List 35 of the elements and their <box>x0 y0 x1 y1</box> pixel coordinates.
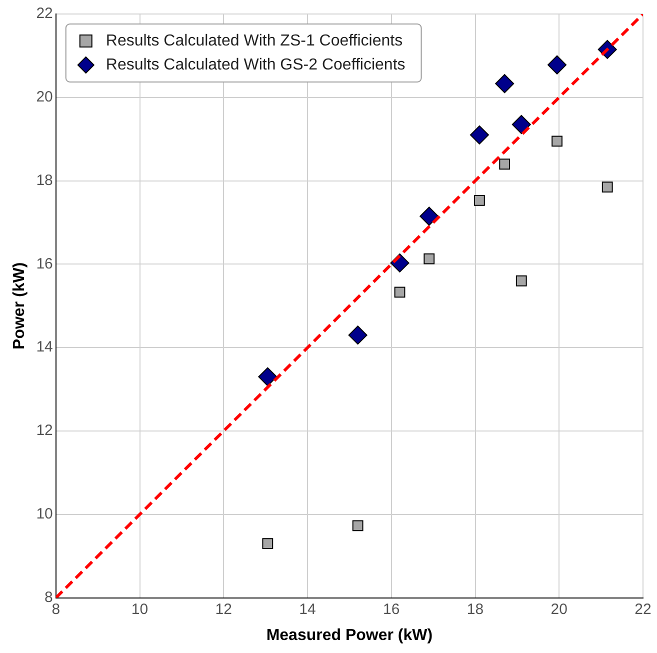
point <box>552 136 562 147</box>
point <box>512 115 531 134</box>
point <box>474 194 485 206</box>
point <box>499 158 510 170</box>
point <box>548 55 567 74</box>
x-axis-title: Measured Power (kW) <box>266 626 433 644</box>
y-tick-label: 20 <box>36 88 53 106</box>
y-tick-label: 16 <box>36 255 53 272</box>
x-tick-label: 10 <box>131 600 148 618</box>
x-tick-label: 22 <box>634 600 652 618</box>
point <box>420 206 439 226</box>
point <box>352 520 364 532</box>
legend-label: Results Calculated With ZS-1 Coefficients <box>106 32 403 50</box>
point <box>262 538 274 550</box>
point <box>348 326 368 345</box>
point <box>470 125 489 144</box>
point <box>516 275 527 286</box>
point <box>602 182 613 193</box>
point <box>258 367 278 386</box>
x-tick-label: 14 <box>299 600 316 618</box>
y-axis-title: Power (kW) <box>11 262 28 350</box>
x-tick-label: 12 <box>215 600 232 618</box>
y-tick-label: 18 <box>36 172 53 189</box>
x-tick-label: 20 <box>550 600 568 618</box>
point <box>424 253 435 264</box>
point <box>495 74 514 94</box>
point <box>394 286 406 298</box>
y-tick-label: 8 <box>44 588 53 606</box>
y-tick-label: 12 <box>36 422 53 440</box>
legend-label: Results Calculated With GS-2 Coefficients <box>106 56 406 74</box>
x-tick-label: 18 <box>466 600 484 618</box>
x-tick-label: 16 <box>383 600 400 618</box>
y-tick-label: 10 <box>36 506 53 523</box>
y-tick-label: 14 <box>36 338 53 356</box>
y-tick-label: 22 <box>36 5 53 22</box>
